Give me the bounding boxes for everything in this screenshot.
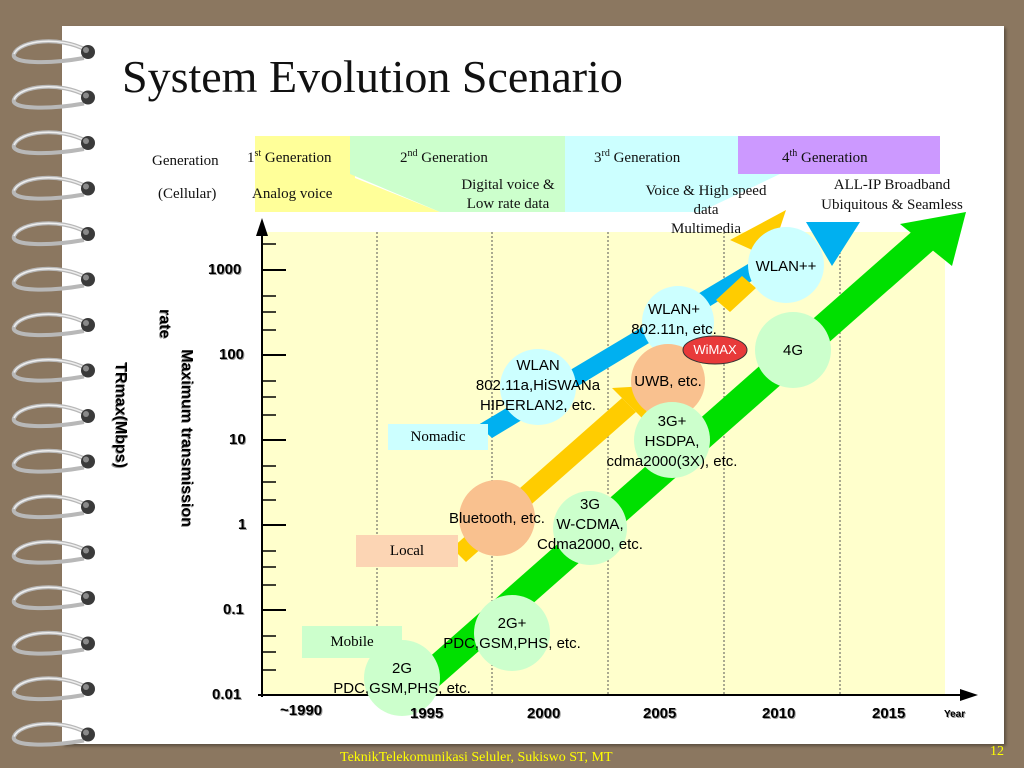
y-axis-label: Maximum transmission rate bbox=[156, 309, 195, 527]
gen3-band bbox=[565, 136, 740, 174]
gen1-band-tail bbox=[350, 176, 440, 212]
wlan-pp-label: WLAN++ bbox=[755, 258, 817, 275]
gen3-title: 3rd Generation bbox=[594, 148, 681, 166]
y-axis-arrowhead bbox=[256, 218, 268, 236]
gen2-title: 2nd Generation bbox=[400, 148, 488, 166]
gen2-band bbox=[350, 136, 570, 174]
broadband-down-arrow bbox=[806, 222, 860, 266]
wlan-p-label: WLAN+ 802.11n, etc. bbox=[631, 301, 717, 338]
twog-label: 2G PDC,GSM,PHS, etc. bbox=[333, 660, 471, 697]
binding-ring bbox=[11, 721, 95, 747]
uwb-label: UWB, etc. bbox=[634, 373, 702, 390]
binding-ring bbox=[11, 39, 95, 65]
x-axis-arrowhead bbox=[960, 689, 978, 701]
bluetooth-bubble bbox=[459, 480, 535, 556]
y-minor-ticks bbox=[262, 243, 276, 671]
mobile-box-bg bbox=[302, 626, 402, 658]
binding-ring bbox=[11, 175, 95, 201]
threeg-label: 3G W-CDMA, Cdma2000, etc. bbox=[537, 496, 643, 553]
generation-label: Generation bbox=[152, 153, 219, 169]
twogp-label: 2G+ PDC,GSM,PHS, etc. bbox=[443, 615, 581, 652]
fourg-bubble bbox=[755, 312, 831, 388]
binding-ring bbox=[11, 357, 95, 383]
fourg-label: 4G bbox=[782, 342, 803, 359]
page-number: 12 bbox=[990, 744, 1004, 759]
x-tick-label: 1995 bbox=[410, 705, 444, 722]
footer-credit: TeknikTelekomunikasi Seluler, Sukiswo ST… bbox=[340, 750, 613, 765]
x-tick-label: 2015 bbox=[872, 705, 906, 722]
y-tick-label: 100 bbox=[219, 346, 245, 363]
binding-ring bbox=[11, 448, 95, 474]
wlan-bubble bbox=[500, 349, 576, 425]
binding-ring bbox=[11, 130, 95, 156]
gen2-band-lower bbox=[350, 174, 570, 212]
uwb-bubble bbox=[631, 344, 705, 418]
threegp-label: 3G+ HSDPA, cdma2000(3X), etc. bbox=[606, 413, 738, 470]
bluetooth-label: Bluetooth, etc. bbox=[449, 510, 545, 527]
binding-ring bbox=[11, 403, 95, 429]
binding-ring bbox=[11, 585, 95, 611]
binding-ring bbox=[11, 221, 95, 247]
mobile-label: Mobile bbox=[330, 634, 374, 650]
gen3-detail: Voice & High speed data Multimedia bbox=[645, 183, 767, 237]
wimax-label: WiMAX bbox=[693, 342, 737, 357]
local-box-bg bbox=[356, 535, 458, 567]
x-tick-label: 2005 bbox=[643, 705, 677, 722]
y-tick-label: 0.01 bbox=[212, 686, 242, 703]
nomadic-label: Nomadic bbox=[410, 429, 466, 445]
y-tick-label: 0.1 bbox=[223, 601, 244, 618]
slide-title: System Evolution Scenario bbox=[122, 51, 623, 102]
cellular-label: (Cellular) bbox=[158, 186, 217, 202]
binding-ring bbox=[11, 494, 95, 520]
binding-ring bbox=[11, 539, 95, 565]
gen1-band bbox=[255, 136, 355, 212]
threeg-bubble bbox=[553, 491, 627, 565]
x-tick-label: 2000 bbox=[527, 705, 561, 722]
binding-ring bbox=[11, 84, 95, 110]
gen4-band bbox=[738, 136, 940, 174]
twog-bubble bbox=[364, 640, 440, 716]
binding-ring bbox=[11, 676, 95, 702]
gen4-detail: ALL-IP Broadband Ubiquitous & Seamless bbox=[821, 177, 963, 213]
wlan-label: WLAN 802.11a,HiSWANa HIPERLAN2, etc. bbox=[475, 357, 601, 414]
nomadic-box-bg bbox=[388, 424, 488, 450]
threegp-bubble bbox=[634, 402, 710, 478]
gen1-title: 1st Generation bbox=[247, 148, 332, 166]
gen1-detail: Analog voice bbox=[252, 186, 333, 202]
y-major-ticks bbox=[262, 269, 286, 696]
gen4-title: 4th Generation bbox=[782, 148, 868, 166]
y-tick-label: 1000 bbox=[208, 261, 242, 278]
x-tick-label: 2010 bbox=[762, 705, 796, 722]
y-axis-unit: TRmax(Mbps) bbox=[112, 362, 129, 468]
mobile-arrow-head bbox=[900, 212, 966, 266]
twogp-bubble bbox=[474, 595, 550, 671]
y-tick-label: 10 bbox=[229, 431, 246, 448]
wlan-pp-bubble bbox=[748, 227, 824, 303]
x-axis-label: Year bbox=[944, 709, 966, 720]
binding-ring bbox=[11, 266, 95, 292]
x-tick-label: ~1990 bbox=[280, 702, 323, 719]
local-arrow-upper bbox=[716, 276, 756, 312]
gen3-band-lower bbox=[565, 174, 780, 212]
local-label: Local bbox=[389, 543, 425, 559]
y-tick-label: 1 bbox=[238, 516, 247, 533]
gen2-detail: Digital voice & Low rate data bbox=[461, 177, 555, 212]
binding-ring bbox=[11, 630, 95, 656]
wimax-badge bbox=[682, 335, 748, 365]
binding-ring bbox=[11, 312, 95, 338]
